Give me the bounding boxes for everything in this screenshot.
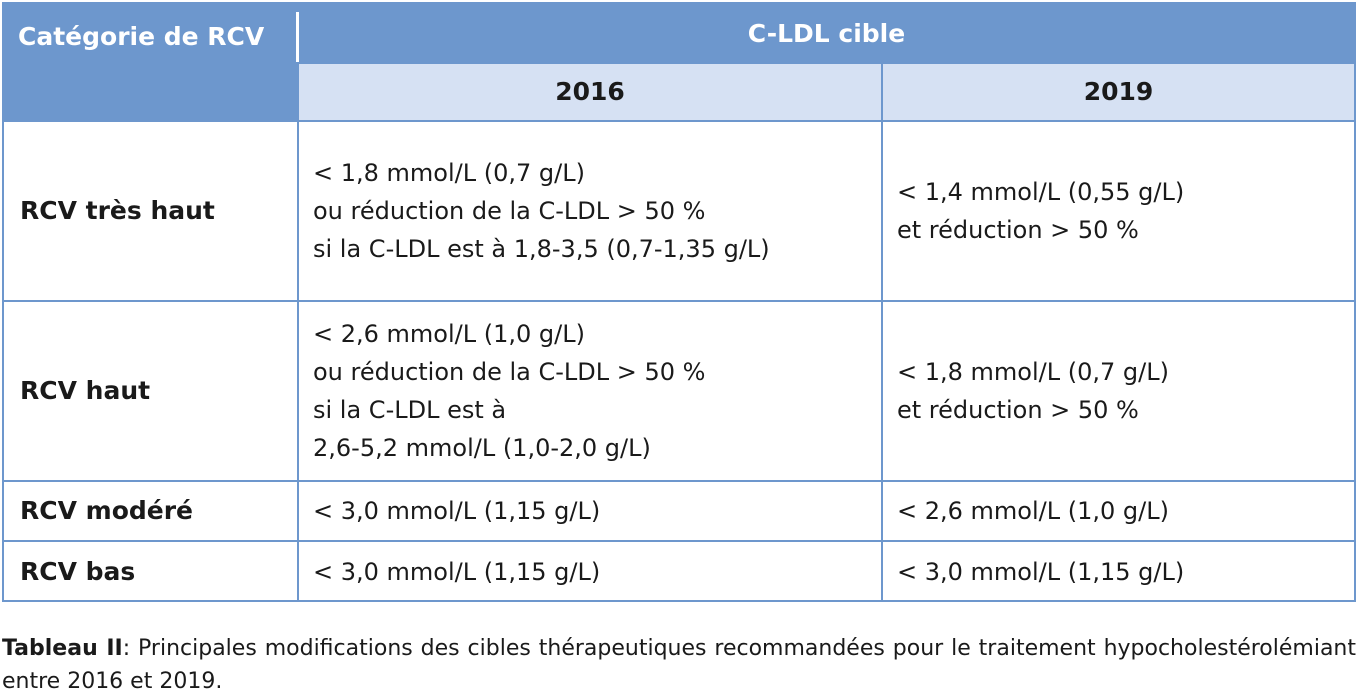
header-year-2016: 2016 <box>299 64 883 122</box>
cell-line: si la C-LDL est à 1,8-3,5 (0,7-1,35 g/L) <box>313 235 770 263</box>
targets-table: Catégorie de RCV C-LDL cible 2016 2019 R… <box>2 2 1356 602</box>
cell-line: ou réduction de la C-LDL > 50 % <box>313 197 706 225</box>
cell-line: et réduction > 50 % <box>897 216 1139 244</box>
cell-tres-haut-2019: < 1,4 mmol/L (0,55 g/L) et réduction > 5… <box>883 122 1354 302</box>
cell-line: < 3,0 mmol/L (1,15 g/L) <box>313 497 601 525</box>
cell-bas-2016: < 3,0 mmol/L (1,15 g/L) <box>299 542 883 602</box>
cell-bas-2019: < 3,0 mmol/L (1,15 g/L) <box>883 542 1354 602</box>
row-label-tres-haut: RCV très haut <box>4 122 299 302</box>
cell-line: < 2,6 mmol/L (1,0 g/L) <box>313 320 585 348</box>
cell-modere-2019: < 2,6 mmol/L (1,0 g/L) <box>883 482 1354 542</box>
cell-line: < 3,0 mmol/L (1,15 g/L) <box>313 558 601 586</box>
cell-line: si la C-LDL est à <box>313 396 507 424</box>
header-year-2019: 2019 <box>883 64 1354 122</box>
cell-modere-2016: < 3,0 mmol/L (1,15 g/L) <box>299 482 883 542</box>
cell-line: < 1,8 mmol/L (0,7 g/L) <box>313 159 585 187</box>
table-caption: Tableau II: Principales modifications de… <box>2 632 1356 698</box>
cell-line: 2,6-5,2 mmol/L (1,0-2,0 g/L) <box>313 434 651 462</box>
cell-line: < 2,6 mmol/L (1,0 g/L) <box>897 497 1169 525</box>
header-target: C-LDL cible <box>299 4 1354 64</box>
cell-line: ou réduction de la C-LDL > 50 % <box>313 358 706 386</box>
cell-haut-2016: < 2,6 mmol/L (1,0 g/L) ou réduction de l… <box>299 302 883 482</box>
cell-line: < 1,8 mmol/L (0,7 g/L) <box>897 358 1169 386</box>
cell-tres-haut-2016: < 1,8 mmol/L (0,7 g/L) ou réduction de l… <box>299 122 883 302</box>
cell-haut-2019: < 1,8 mmol/L (0,7 g/L) et réduction > 50… <box>883 302 1354 482</box>
row-label-modere: RCV modéré <box>4 482 299 542</box>
caption-label: Tableau II <box>2 636 123 661</box>
row-label-haut: RCV haut <box>4 302 299 482</box>
cell-line: et réduction > 50 % <box>897 396 1139 424</box>
header-category: Catégorie de RCV <box>4 4 299 122</box>
row-label-bas: RCV bas <box>4 542 299 602</box>
cell-line: < 1,4 mmol/L (0,55 g/L) <box>897 178 1185 206</box>
caption-text: : Principales modifications des cibles t… <box>2 636 1356 694</box>
cell-line: < 3,0 mmol/L (1,15 g/L) <box>897 558 1185 586</box>
